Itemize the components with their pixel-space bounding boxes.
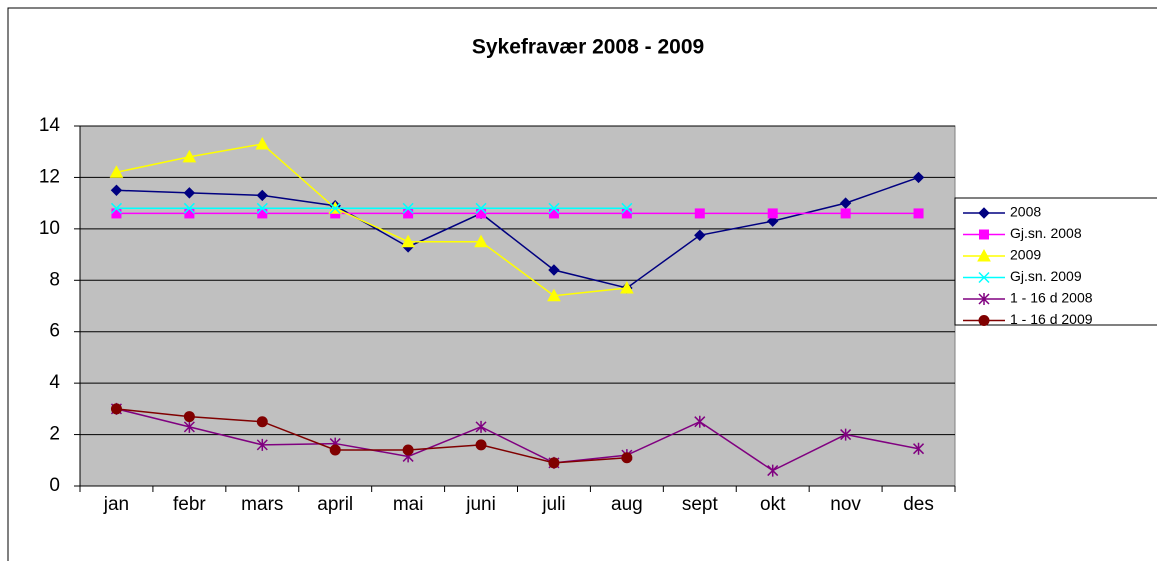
marker (767, 208, 778, 219)
marker (767, 215, 779, 227)
marker (621, 452, 633, 464)
marker (548, 264, 560, 276)
marker (183, 202, 195, 214)
marker (548, 202, 560, 214)
marker (548, 457, 560, 469)
marker (694, 229, 706, 241)
marker (183, 420, 195, 433)
marker (475, 202, 487, 214)
marker (401, 234, 415, 248)
marker (977, 248, 991, 262)
marker (978, 315, 990, 326)
marker (109, 165, 124, 178)
marker (694, 208, 705, 219)
legend-label: 2009 (1010, 247, 1041, 263)
marker (402, 444, 414, 456)
y-tick-label: 8 (49, 269, 60, 290)
y-tick-label: 6 (49, 321, 60, 342)
legend-label: 1 - 16 d 2009 (1010, 311, 1093, 327)
marker (183, 411, 195, 423)
marker (839, 197, 852, 209)
y-tick-label: 10 (39, 218, 60, 239)
x-tick-label: febr (173, 494, 206, 515)
y-tick-label: 14 (39, 115, 61, 136)
marker (621, 208, 632, 219)
marker (475, 420, 487, 433)
series-line (116, 143, 627, 297)
series-line (116, 408, 627, 464)
x-tick-label: des (903, 494, 934, 515)
series-line (116, 408, 919, 472)
legend-label: Gj.sn. 2009 (1010, 268, 1082, 284)
marker (548, 208, 559, 219)
x-tick-label: juli (541, 494, 565, 515)
legend-label: Gj.sn. 2008 (1010, 225, 1082, 241)
plot-area (79, 125, 956, 487)
marker (979, 229, 989, 240)
series-line (116, 176, 919, 289)
x-tick-label: jan (103, 494, 129, 515)
marker (475, 439, 487, 451)
marker (767, 464, 779, 477)
marker (403, 208, 414, 219)
x-tick-label: nov (830, 494, 861, 515)
y-tick-label: 12 (39, 166, 60, 187)
marker (255, 136, 270, 150)
x-tick-label: april (317, 494, 353, 515)
marker (840, 208, 851, 219)
marker (111, 208, 122, 219)
x-tick-label: sept (682, 494, 719, 515)
x-tick-label: mars (241, 494, 283, 515)
marker (256, 189, 268, 202)
marker (402, 202, 414, 214)
marker (183, 187, 196, 199)
marker (912, 171, 925, 184)
x-tick-label: mai (393, 494, 424, 515)
x-tick-label: okt (760, 494, 786, 515)
marker (256, 202, 268, 214)
y-tick-label: 2 (49, 424, 60, 445)
marker (257, 208, 268, 219)
marker (474, 234, 488, 248)
legend-label: 1 - 16 d 2008 (1010, 290, 1093, 306)
marker (184, 208, 195, 219)
marker (547, 288, 561, 302)
marker (110, 403, 122, 415)
marker (110, 202, 122, 214)
marker (182, 149, 197, 163)
marker (476, 208, 487, 219)
y-tick-label: 4 (49, 372, 60, 393)
marker (329, 202, 341, 214)
marker (110, 184, 123, 196)
marker (329, 444, 341, 456)
marker (913, 442, 925, 455)
marker (694, 415, 706, 428)
chart-title: Sykefravær 2008 - 2009 (472, 36, 704, 59)
marker (978, 271, 990, 284)
y-tick-label: 0 (49, 475, 60, 496)
marker (840, 428, 852, 441)
marker (621, 202, 633, 214)
marker (913, 208, 924, 219)
x-tick-label: aug (611, 494, 643, 515)
marker (620, 280, 634, 294)
marker (978, 207, 990, 219)
marker (256, 416, 268, 428)
legend-label: 2008 (1010, 204, 1041, 220)
marker (978, 293, 990, 305)
x-tick-label: juni (465, 494, 496, 515)
marker (256, 438, 268, 451)
